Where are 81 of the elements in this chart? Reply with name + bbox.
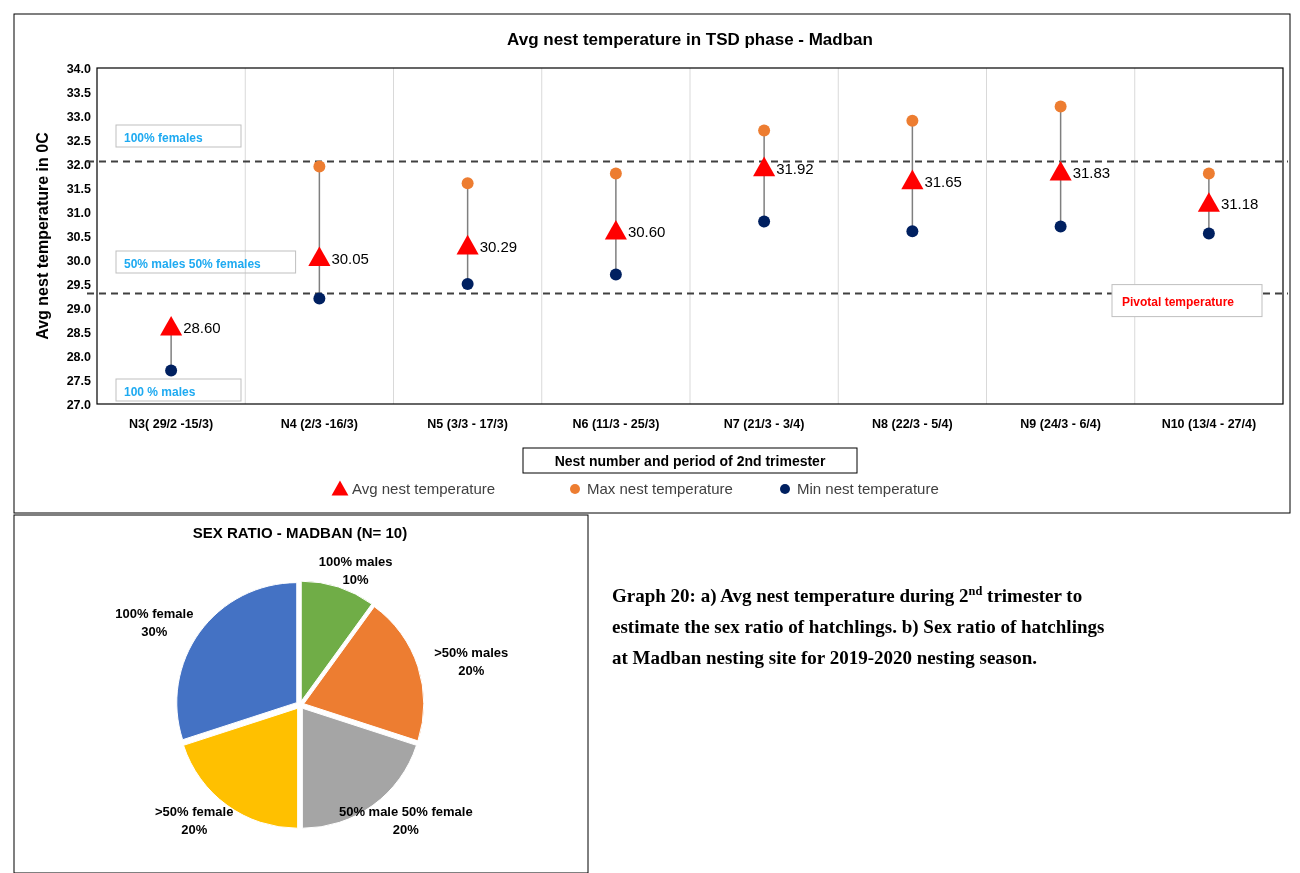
point — [1054, 220, 1067, 233]
annotation: 100% females — [124, 131, 204, 145]
point — [906, 225, 919, 238]
point — [1049, 160, 1072, 181]
point — [456, 234, 479, 255]
data-label: 30% — [141, 623, 168, 639]
x-tick-label: N3( 29/2 -15/3) — [129, 417, 214, 431]
y-tick-label: 28.0 — [66, 349, 92, 364]
point — [758, 124, 771, 137]
slice-label: 100% males — [318, 553, 393, 569]
y-tick-label: 27.5 — [66, 373, 92, 388]
y-tick-label: 32.0 — [66, 157, 92, 172]
x-tick-label: N5 (3/3 - 17/3) — [427, 417, 508, 431]
text-box: 100% females — [115, 124, 242, 148]
x-tick-label: N6 (11/3 - 25/3) — [572, 417, 660, 431]
point — [313, 292, 326, 305]
text-box: 100 % males — [115, 378, 242, 402]
data-label: 28.60 — [183, 319, 221, 337]
data-label: 30.29 — [479, 238, 518, 256]
legend-label: Avg nest temperature — [352, 480, 496, 497]
y-tick-label: 29.5 — [66, 277, 92, 292]
chart-title: SEX RATIO - MADBAN (N= 10) — [192, 524, 408, 541]
y-tick-label: 27.0 — [66, 397, 92, 412]
point — [1197, 192, 1220, 212]
y-tick-label: 28.5 — [66, 325, 92, 340]
point — [461, 278, 474, 290]
data-label: 20% — [181, 821, 208, 837]
slice-label: >50% female — [154, 803, 234, 819]
data-label: 31.18 — [1220, 195, 1259, 213]
caption: Graph 20: a) Avg nest temperature during 2$^{nd}$ trimester to estimate the sex ratio of hatchlings. b) Sex ratio of hatchlings at Madban nesting site for 2019-2020 nesting season. — [612, 584, 1105, 668]
point — [308, 246, 331, 267]
y-tick-label: 34.0 — [66, 61, 92, 76]
data-label: 30.60 — [627, 223, 666, 241]
annotation: 50% males 50% females — [124, 257, 262, 271]
text-box: 50% males 50% females — [115, 250, 297, 274]
x-tick-label: N9 (24/3 - 6/4) — [1020, 417, 1101, 431]
data-label: 10% — [342, 571, 370, 587]
data-label: 31.83 — [1072, 164, 1111, 182]
legend-label: Max nest temperature — [587, 480, 733, 497]
point — [1202, 167, 1215, 180]
data-label: 20% — [458, 663, 485, 679]
data-label: 31.92 — [776, 159, 814, 177]
point — [1202, 227, 1215, 240]
x-tick-label: N7 (21/3 - 3/4) — [723, 417, 805, 431]
slice-label: 100% female — [115, 605, 194, 621]
y-tick-label: 32.5 — [66, 133, 92, 148]
chart-title: Avg nest temperature in TSD phase - Madban — [507, 30, 873, 49]
point — [901, 169, 924, 190]
point — [758, 215, 771, 228]
data-label: 30.05 — [331, 249, 369, 267]
point — [461, 177, 474, 190]
text-box: Pivotal temperature — [1111, 284, 1263, 318]
data-label: 20% — [392, 821, 420, 837]
y-tick-label: 30.0 — [66, 253, 92, 268]
data-label: 31.65 — [924, 172, 962, 190]
point — [160, 315, 183, 336]
point — [165, 364, 178, 377]
y-tick-label: 29.0 — [66, 301, 92, 316]
point — [604, 219, 627, 240]
x-tick-label: N8 (22/3 - 5/4) — [872, 417, 953, 431]
slice-label: 50% male 50% female — [338, 803, 473, 819]
point — [906, 114, 919, 127]
point — [753, 156, 776, 177]
y-axis-title: Avg nest temperature in 0C — [34, 131, 51, 340]
y-tick-label: 31.0 — [66, 205, 92, 220]
x-tick-label: N10 (13/4 - 27/4) — [1161, 417, 1257, 431]
slice-label: >50% males — [434, 645, 509, 661]
point — [313, 160, 326, 173]
annotation: 100 % males — [124, 385, 196, 399]
x-axis-title: Nest number and period of 2nd trimester — [554, 453, 826, 469]
point — [609, 268, 622, 281]
legend-label: Min nest temperature — [797, 480, 939, 497]
ref-line-label: Pivotal temperature — [1122, 294, 1235, 309]
point — [609, 167, 622, 180]
y-tick-label: 33.5 — [66, 85, 92, 100]
x-tick-label: N4 (2/3 -16/3) — [280, 417, 358, 431]
point — [1054, 100, 1067, 113]
pie-slice — [303, 606, 425, 742]
y-tick-label: 33.0 — [66, 109, 92, 124]
y-tick-label: 31.5 — [66, 181, 92, 196]
y-tick-label: 30.5 — [66, 229, 92, 244]
